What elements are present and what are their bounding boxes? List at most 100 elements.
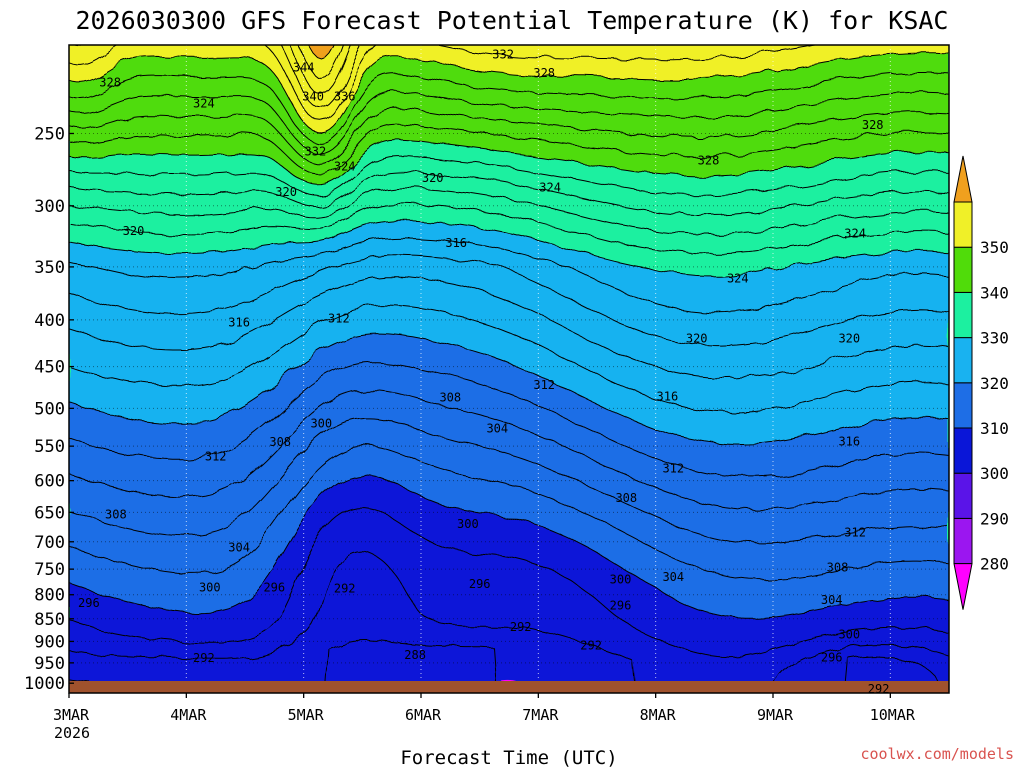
y-tick-label: 300: [34, 197, 65, 217]
colorbar-label: 310: [980, 419, 1009, 438]
colorbar-label: 340: [980, 283, 1009, 302]
contour-label: 320: [123, 224, 145, 238]
x-tick-label: 3MAR: [53, 706, 90, 724]
y-tick-label: 950: [34, 654, 65, 674]
contour-label: 324: [193, 96, 215, 110]
colorbar-top-arrow: [953, 155, 973, 203]
y-tick-label: 350: [34, 258, 65, 278]
contour-label: 308: [105, 507, 127, 521]
isoline: [69, 52, 949, 133]
y-tick-label: 500: [34, 399, 65, 419]
colorbar-label: 350: [980, 238, 1009, 257]
contour-fills: [69, 45, 949, 693]
contour-label: 324: [727, 272, 749, 286]
contour-label: 304: [228, 541, 250, 555]
contour-label: 328: [698, 154, 720, 168]
contour-labels: 328 324 344 340 336 332 324 332 328 320 320 324 328 3…: [78, 47, 889, 696]
x-tick-label: 5MAR: [288, 706, 325, 724]
contour-label: 308: [615, 491, 637, 505]
contour-label: 296: [469, 577, 491, 591]
contour-label: 300: [310, 416, 332, 430]
contour-label: 340: [302, 90, 324, 104]
x-tick-label: 7MAR: [522, 706, 559, 724]
contour-label: 320: [275, 185, 297, 199]
colorbar-label: 300: [980, 464, 1009, 483]
x-axis-title: Forecast Time (UTC): [400, 747, 617, 768]
contour-fill-band: [69, 334, 949, 619]
colorbar-segment: [953, 337, 973, 384]
isoline: [69, 276, 949, 380]
contour-label: 304: [486, 422, 508, 436]
y-tick-label: 550: [34, 437, 65, 457]
contour-label: 312: [328, 311, 350, 325]
isoline: [69, 254, 949, 347]
contour-label: 312: [662, 462, 684, 476]
plot-area: [69, 45, 949, 693]
colorbar-segment: [953, 291, 973, 339]
isoline: [69, 305, 949, 413]
contour-fill-band: [69, 52, 949, 185]
isoline: [69, 186, 949, 235]
ground-surface: [69, 681, 949, 693]
contour-label: 296: [821, 650, 843, 664]
isoline: [69, 361, 949, 478]
isoline: [69, 445, 949, 580]
colorbar-segment: [953, 201, 973, 248]
x-tick-label: 6MAR: [405, 706, 442, 724]
contour-fill-band: [69, 45, 949, 133]
colorbar-segment: [953, 517, 973, 565]
y-tick-label: 250: [34, 124, 65, 144]
y-tick-label: 850: [34, 610, 65, 630]
contour-label: 292: [510, 620, 532, 634]
y-tick-label: 450: [34, 358, 65, 378]
contour-label: 324: [334, 159, 356, 173]
x-tick-label: 9MAR: [757, 706, 794, 724]
colorbar-label: 330: [980, 329, 1009, 348]
contour-label: 316: [445, 236, 467, 250]
contour-label: 288: [404, 648, 426, 662]
contour-label: 320: [422, 171, 444, 185]
isoline: [69, 551, 949, 693]
x-tick-label: 4MAR: [170, 706, 207, 724]
isoline: [69, 170, 949, 216]
contour-label: 324: [539, 181, 561, 195]
colorbar-label: 280: [980, 555, 1009, 574]
x-tick-label: 10MAR: [870, 706, 916, 724]
contour-label: 328: [533, 66, 555, 80]
contour-fill-band: [308, 45, 334, 59]
contour-label: 304: [821, 593, 843, 607]
x-axis-year: 2026: [54, 724, 90, 742]
isoline: [69, 203, 949, 254]
colorbar-bottom-arrow: [953, 563, 973, 610]
y-tick-label: 700: [34, 533, 65, 553]
y-tick-label: 800: [34, 586, 65, 606]
contour-label: 336: [334, 90, 356, 104]
contour-fill-band: [69, 475, 949, 693]
contour-label: 308: [439, 390, 461, 404]
contour-label: 344: [293, 61, 315, 75]
isoline: [69, 123, 949, 175]
isoline: [69, 139, 949, 186]
isoline: [69, 155, 949, 196]
x-axis: 3MAR 4MAR 5MAR 6MAR 7MAR 8MAR 9MAR 10MAR: [53, 693, 916, 724]
x-tick-label: 8MAR: [640, 706, 677, 724]
isoline: [69, 333, 949, 445]
contour-label: 296: [78, 596, 100, 610]
contour-label: 292: [580, 638, 602, 652]
y-tick-label: 750: [34, 560, 65, 580]
contour-label: 300: [457, 517, 479, 531]
chart-title: 2026030300 GFS Forecast Potential Temper…: [76, 6, 949, 35]
contour-label: 296: [610, 599, 632, 613]
contour-label: 304: [662, 570, 684, 584]
credit-text: coolwx.com/models: [860, 745, 1014, 763]
isoline: [69, 91, 949, 155]
isoline: [69, 237, 949, 313]
colorbar-segment: [953, 246, 973, 293]
isoline: [69, 220, 949, 278]
colorbar-label: 320: [980, 374, 1009, 393]
isoline: [69, 507, 949, 658]
colorbar-segment: [953, 427, 973, 474]
isoline: [69, 107, 949, 165]
contour-label: 308: [827, 561, 849, 575]
contour-label: 312: [205, 449, 227, 463]
